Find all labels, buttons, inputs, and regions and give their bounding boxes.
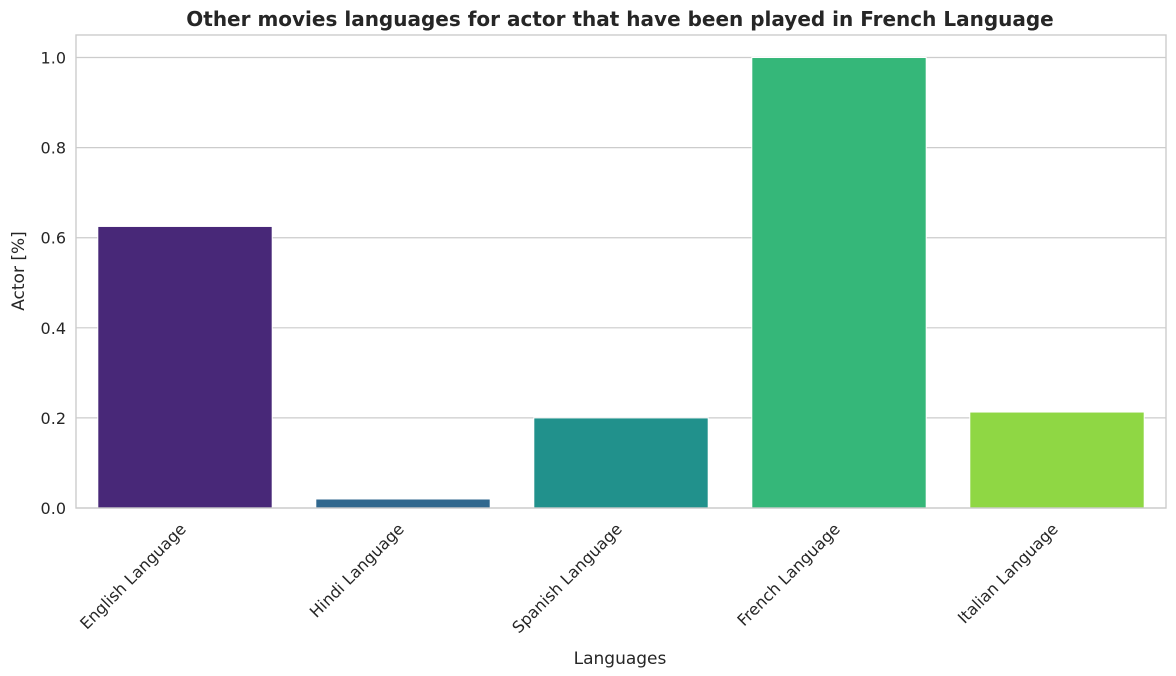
bar bbox=[97, 225, 273, 509]
y-tick-label: 0.6 bbox=[41, 229, 66, 248]
x-tick-labels: English Language Hindi Language Spanish La… bbox=[76, 519, 1062, 637]
y-tick-label: 0.2 bbox=[41, 409, 66, 428]
bar bbox=[533, 417, 709, 509]
bar bbox=[751, 57, 927, 509]
bar bbox=[969, 411, 1145, 509]
bar bbox=[315, 498, 491, 509]
y-tick-label: 0.8 bbox=[41, 139, 66, 158]
y-tick-label: 0.0 bbox=[41, 499, 66, 518]
y-tick-label: 1.0 bbox=[41, 49, 66, 68]
x-tick-label: English Language bbox=[76, 519, 190, 633]
y-axis-label: Actor [%] bbox=[9, 231, 29, 311]
y-tick-labels: 0.0 0.2 0.4 0.6 0.8 1.0 bbox=[41, 49, 66, 518]
y-tick-label: 0.4 bbox=[41, 319, 66, 338]
x-tick-label: Hindi Language bbox=[306, 519, 408, 621]
x-tick-label: Italian Language bbox=[954, 519, 1062, 627]
x-axis-label: Languages bbox=[574, 649, 667, 669]
chart-title: Other movies languages for actor that ha… bbox=[186, 7, 1054, 31]
x-tick-label: French Language bbox=[733, 519, 843, 629]
x-tick-label: Spanish Language bbox=[508, 519, 626, 637]
bars bbox=[97, 57, 1145, 509]
plot-frame bbox=[75, 34, 1167, 509]
